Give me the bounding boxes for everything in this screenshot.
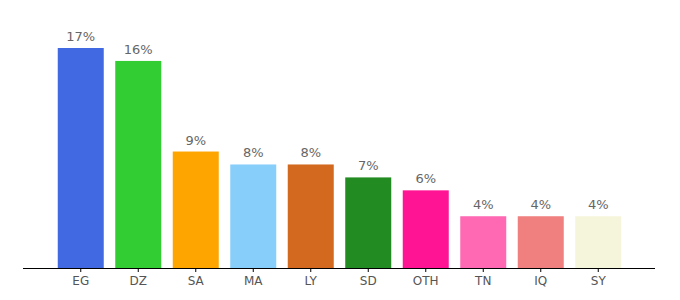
x-axis <box>23 268 655 269</box>
bar <box>58 48 104 268</box>
x-tick-label: SY <box>591 274 607 288</box>
data-label: 16% <box>124 42 153 57</box>
bar <box>115 61 161 268</box>
x-tick-label: EG <box>72 274 89 288</box>
chart-container: 17% EG 16% DZ 9% SA 8% MA 8% LY 7% SD 6% OTH 4% TN 4% IQ 4… <box>0 0 680 300</box>
bar <box>575 216 621 268</box>
data-label: 6% <box>415 171 436 186</box>
x-tick-label: LY <box>305 274 318 288</box>
x-tick-label: DZ <box>130 274 147 288</box>
x-tick-label: MA <box>244 274 263 288</box>
x-tick-label: IQ <box>534 274 547 288</box>
data-label: 17% <box>66 29 95 44</box>
bar <box>518 216 564 268</box>
x-tick-label: OTH <box>413 274 439 288</box>
chart-svg: 17% EG 16% DZ 9% SA 8% MA 8% LY 7% SD 6% OTH 4% TN 4% IQ 4… <box>0 0 680 300</box>
data-label: 8% <box>243 145 264 160</box>
bar <box>288 164 334 268</box>
x-tick-label: SA <box>188 274 205 288</box>
data-label: 4% <box>588 197 609 212</box>
data-label: 7% <box>358 158 379 173</box>
bars <box>58 48 622 268</box>
data-label: 8% <box>300 145 321 160</box>
x-tick-label: TN <box>474 274 491 288</box>
bar <box>345 177 391 268</box>
bar <box>173 152 219 268</box>
data-label: 4% <box>473 197 494 212</box>
bar <box>403 190 449 268</box>
data-label: 4% <box>530 197 551 212</box>
bar <box>460 216 506 268</box>
x-tick-label: SD <box>360 274 377 288</box>
bar <box>230 164 276 268</box>
data-label: 9% <box>185 133 206 148</box>
